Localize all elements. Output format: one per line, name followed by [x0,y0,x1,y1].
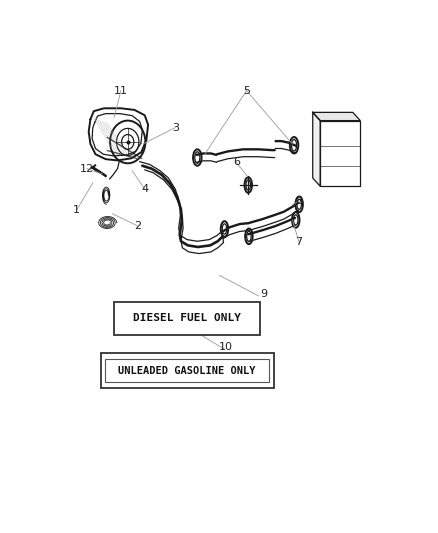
Text: DIESEL FUEL ONLY: DIESEL FUEL ONLY [133,313,241,324]
Text: 12: 12 [80,164,94,174]
Text: 2: 2 [134,221,141,231]
Text: 1: 1 [73,205,80,215]
Text: 8: 8 [296,197,303,206]
Polygon shape [313,112,320,186]
Text: 10: 10 [219,342,233,352]
Text: 3: 3 [172,123,179,133]
Text: 4: 4 [141,184,148,194]
Text: 6: 6 [233,157,240,167]
Text: 7: 7 [296,238,303,247]
Polygon shape [313,112,360,120]
FancyBboxPatch shape [114,302,260,335]
Text: 9: 9 [260,289,267,299]
Polygon shape [320,120,360,186]
Text: 5: 5 [243,86,250,95]
Text: 11: 11 [114,86,128,95]
FancyBboxPatch shape [105,359,269,383]
Text: UNLEADED GASOLINE ONLY: UNLEADED GASOLINE ONLY [118,366,256,376]
FancyBboxPatch shape [101,353,274,388]
